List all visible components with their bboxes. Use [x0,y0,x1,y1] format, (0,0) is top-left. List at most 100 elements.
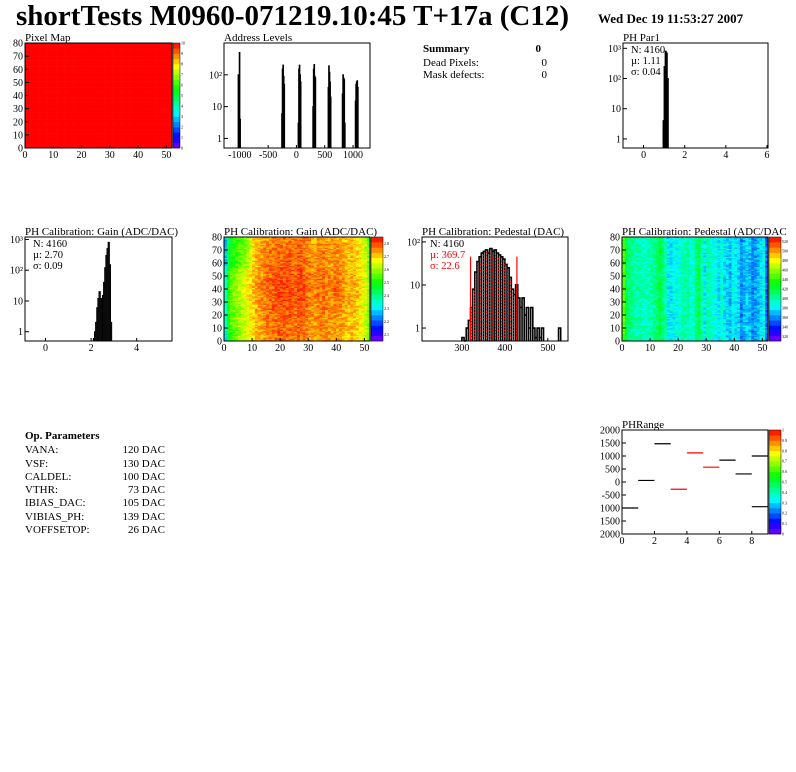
heatmap-cell [33,98,37,100]
chart-title: Pixel Map [25,32,71,44]
heatmap-cell [44,71,48,74]
heatmap-cell [27,140,31,142]
heatmap-cell [53,46,57,49]
heatmap-cell [27,88,31,91]
heatmap-cell [41,117,46,120]
heatmap-cell [75,57,80,60]
y-tick-label: 10 [212,102,222,113]
heatmap-cell [73,91,77,94]
heatmap-cell [25,106,29,108]
heatmap-cell [25,70,29,73]
heatmap-cell [53,102,57,104]
heatmap-cell [50,85,54,87]
heatmap-cell [33,83,37,86]
heatmap-cell [44,128,48,130]
heatmap-cell [58,43,63,45]
heatmap-cell [41,125,46,128]
heatmap-cell [44,125,48,128]
x-tick-label: -500 [259,150,277,161]
heatmap-cell [56,60,60,62]
heatmap-cell [64,112,68,115]
heatmap-cell [50,92,54,95]
heatmap-cell [75,91,80,94]
heatmap-cell [87,125,91,128]
heatmap-cell [84,104,88,107]
heatmap-cell [58,45,63,48]
heatmap-cell [64,82,68,84]
heatmap-cell [90,65,94,67]
heatmap-cell [73,50,77,53]
heatmap-cell [41,56,46,58]
heatmap-cell [33,146,37,149]
heatmap-cell [98,100,102,103]
heatmap-cell [61,62,65,65]
heatmap-cell [87,123,91,125]
heatmap-cell [53,146,57,149]
heatmap-cell [64,145,68,147]
colorbar-label: 2 [181,125,183,130]
heatmap-cell [67,66,71,69]
heatmap-cell [92,85,96,87]
heatmap-cell [47,75,51,78]
heatmap-cell [70,117,74,120]
heatmap-cell [39,102,43,104]
heatmap-cell [92,113,96,116]
heatmap-cell [33,90,37,92]
heatmap-cell [73,138,77,141]
heatmap-cell [25,45,29,48]
heatmap-cell [90,62,94,65]
heatmap-cell [53,81,57,83]
heatmap-cell [53,103,57,105]
heatmap-cell [30,81,34,83]
heatmap-cell [50,99,54,102]
heatmap-cell [41,142,46,145]
heatmap-cell [33,48,37,50]
heatmap-cell [81,124,85,126]
heatmap-cell [53,49,57,52]
heatmap-cell [78,78,82,81]
heatmap-cell [98,120,102,123]
heatmap-cell [33,71,37,74]
heatmap-cell [33,103,37,105]
heatmap-cell [95,134,99,137]
heatmap-cell [101,144,105,146]
heatmap-cell [90,124,94,126]
heatmap-cell [95,60,99,62]
heatmap-cell [44,87,48,90]
heatmap-cell [58,140,63,142]
heatmap-cell [73,48,77,50]
heatmap-cell [47,74,51,77]
heatmap-cell [81,79,85,82]
heatmap-cell [47,73,51,75]
heatmap-cell [95,57,99,60]
heatmap-cell [92,73,96,75]
heatmap-cell [39,54,43,57]
heatmap-cell [44,137,48,140]
heatmap-cell [98,46,102,49]
heatmap-cell [84,94,88,96]
heatmap-cell [64,95,68,98]
heatmap-cell [92,90,96,92]
heatmap-cell [75,94,80,96]
heatmap-cell [41,87,46,90]
heatmap-cell [33,107,37,109]
heatmap-cell [30,123,34,125]
heatmap-cell [27,81,31,83]
heatmap-cell [41,48,46,50]
heatmap-cell [47,134,51,137]
colorbar-label: 3 [181,114,183,119]
heatmap-cell [44,61,48,63]
heatmap-cell [39,58,43,61]
heatmap-cell [64,129,68,132]
heatmap-cell [92,136,96,138]
heatmap-cell [53,75,57,78]
heatmap-cell [33,108,37,111]
heatmap-cell [67,137,71,140]
heatmap-cell [64,62,68,65]
heatmap-cell [64,99,68,102]
heatmap-cell [67,98,71,100]
heatmap-cell [44,141,48,144]
heatmap-cell [50,119,54,121]
heatmap-cell [84,90,88,92]
heatmap-cell [67,60,71,62]
